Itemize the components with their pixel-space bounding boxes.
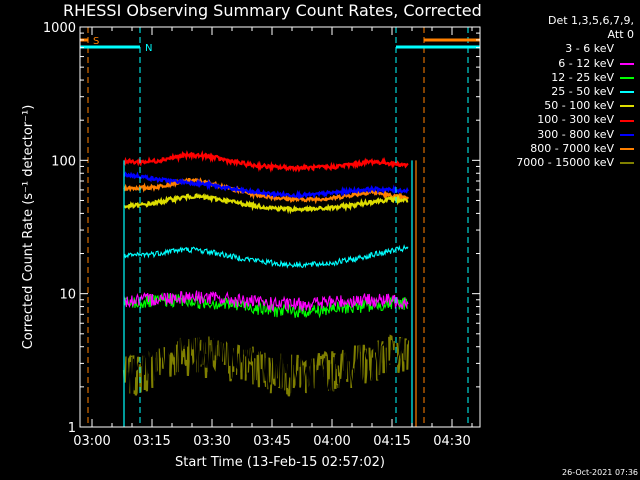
mode-bar-label-0: S (93, 36, 99, 47)
y-axis-label: Corrected Count Rate (s⁻¹ detector⁻¹) (21, 105, 36, 350)
legend-swatch (620, 76, 634, 79)
legend-swatch (620, 119, 634, 122)
legend-swatch (620, 62, 634, 65)
legend-item-label: 6 - 12 keV (558, 56, 614, 70)
x-tick-label-1: 03:15 (133, 434, 170, 449)
series-line-5 (123, 149, 409, 173)
legend-item-label: 12 - 25 keV (551, 70, 614, 84)
legend-swatch (620, 48, 634, 51)
y-tick-label-1: 10 (59, 288, 76, 303)
series-line-6 (123, 171, 409, 200)
x-tick-label-6: 04:30 (433, 434, 470, 449)
legend-item: 12 - 25 keV (516, 71, 634, 85)
legend-item: 50 - 100 keV (516, 99, 634, 113)
legend-item: 7000 - 15000 keV (516, 156, 634, 170)
legend: Det 1,3,5,6,7,9, Att 0 3 - 6 keV 6 - 12 k… (516, 14, 634, 170)
y-tick-label-2: 100 (51, 154, 76, 169)
chart-title: RHESSI Observing Summary Count Rates, Co… (63, 1, 482, 20)
x-tick-label-0: 03:00 (73, 434, 110, 449)
legend-item: 25 - 50 keV (516, 85, 634, 99)
x-axis-label: Start Time (13-Feb-15 02:57:02) (175, 455, 385, 470)
legend-item-label: 300 - 800 keV (537, 127, 614, 141)
legend-item: 800 - 7000 keV (516, 142, 634, 156)
legend-item: 100 - 300 keV (516, 113, 634, 127)
x-tick-label-2: 03:30 (193, 434, 230, 449)
legend-swatch (620, 133, 634, 136)
series-line-2 (123, 292, 409, 319)
series-line-8 (122, 334, 410, 397)
legend-swatch (620, 105, 634, 108)
x-tick-label-5: 04:15 (373, 434, 410, 449)
legend-item: 6 - 12 keV (516, 57, 634, 71)
date-stamp: 26-Oct-2021 07:36 (562, 468, 638, 477)
legend-swatch (620, 162, 634, 165)
series-line-4 (123, 193, 409, 215)
y-tick-label-3: 1000 (43, 21, 76, 36)
legend-item-label: 800 - 7000 keV (530, 141, 614, 155)
x-tick-label-3: 03:45 (253, 434, 290, 449)
legend-item: 3 - 6 keV (516, 42, 634, 56)
legend-header-line2: Att 0 (607, 28, 634, 42)
legend-item-label: 7000 - 15000 keV (516, 156, 614, 170)
x-tick-label-4: 04:00 (313, 434, 350, 449)
legend-swatch (620, 147, 634, 150)
mode-bar-label-1: N (145, 43, 152, 54)
legend-item: 300 - 800 keV (516, 128, 634, 142)
legend-item-label: 50 - 100 keV (544, 99, 614, 113)
legend-item-label: 3 - 6 keV (565, 42, 614, 56)
plot-frame (79, 26, 481, 428)
legend-item-label: 100 - 300 keV (537, 113, 614, 127)
series-line-0 (123, 322, 409, 426)
series-line-3 (123, 244, 409, 269)
legend-item-label: 25 - 50 keV (551, 85, 614, 99)
series-line-1 (123, 290, 409, 313)
legend-header-line1: Det 1,3,5,6,7,9, (547, 14, 634, 27)
legend-swatch (620, 91, 634, 94)
y-tick-label-0: 1 (68, 421, 76, 436)
